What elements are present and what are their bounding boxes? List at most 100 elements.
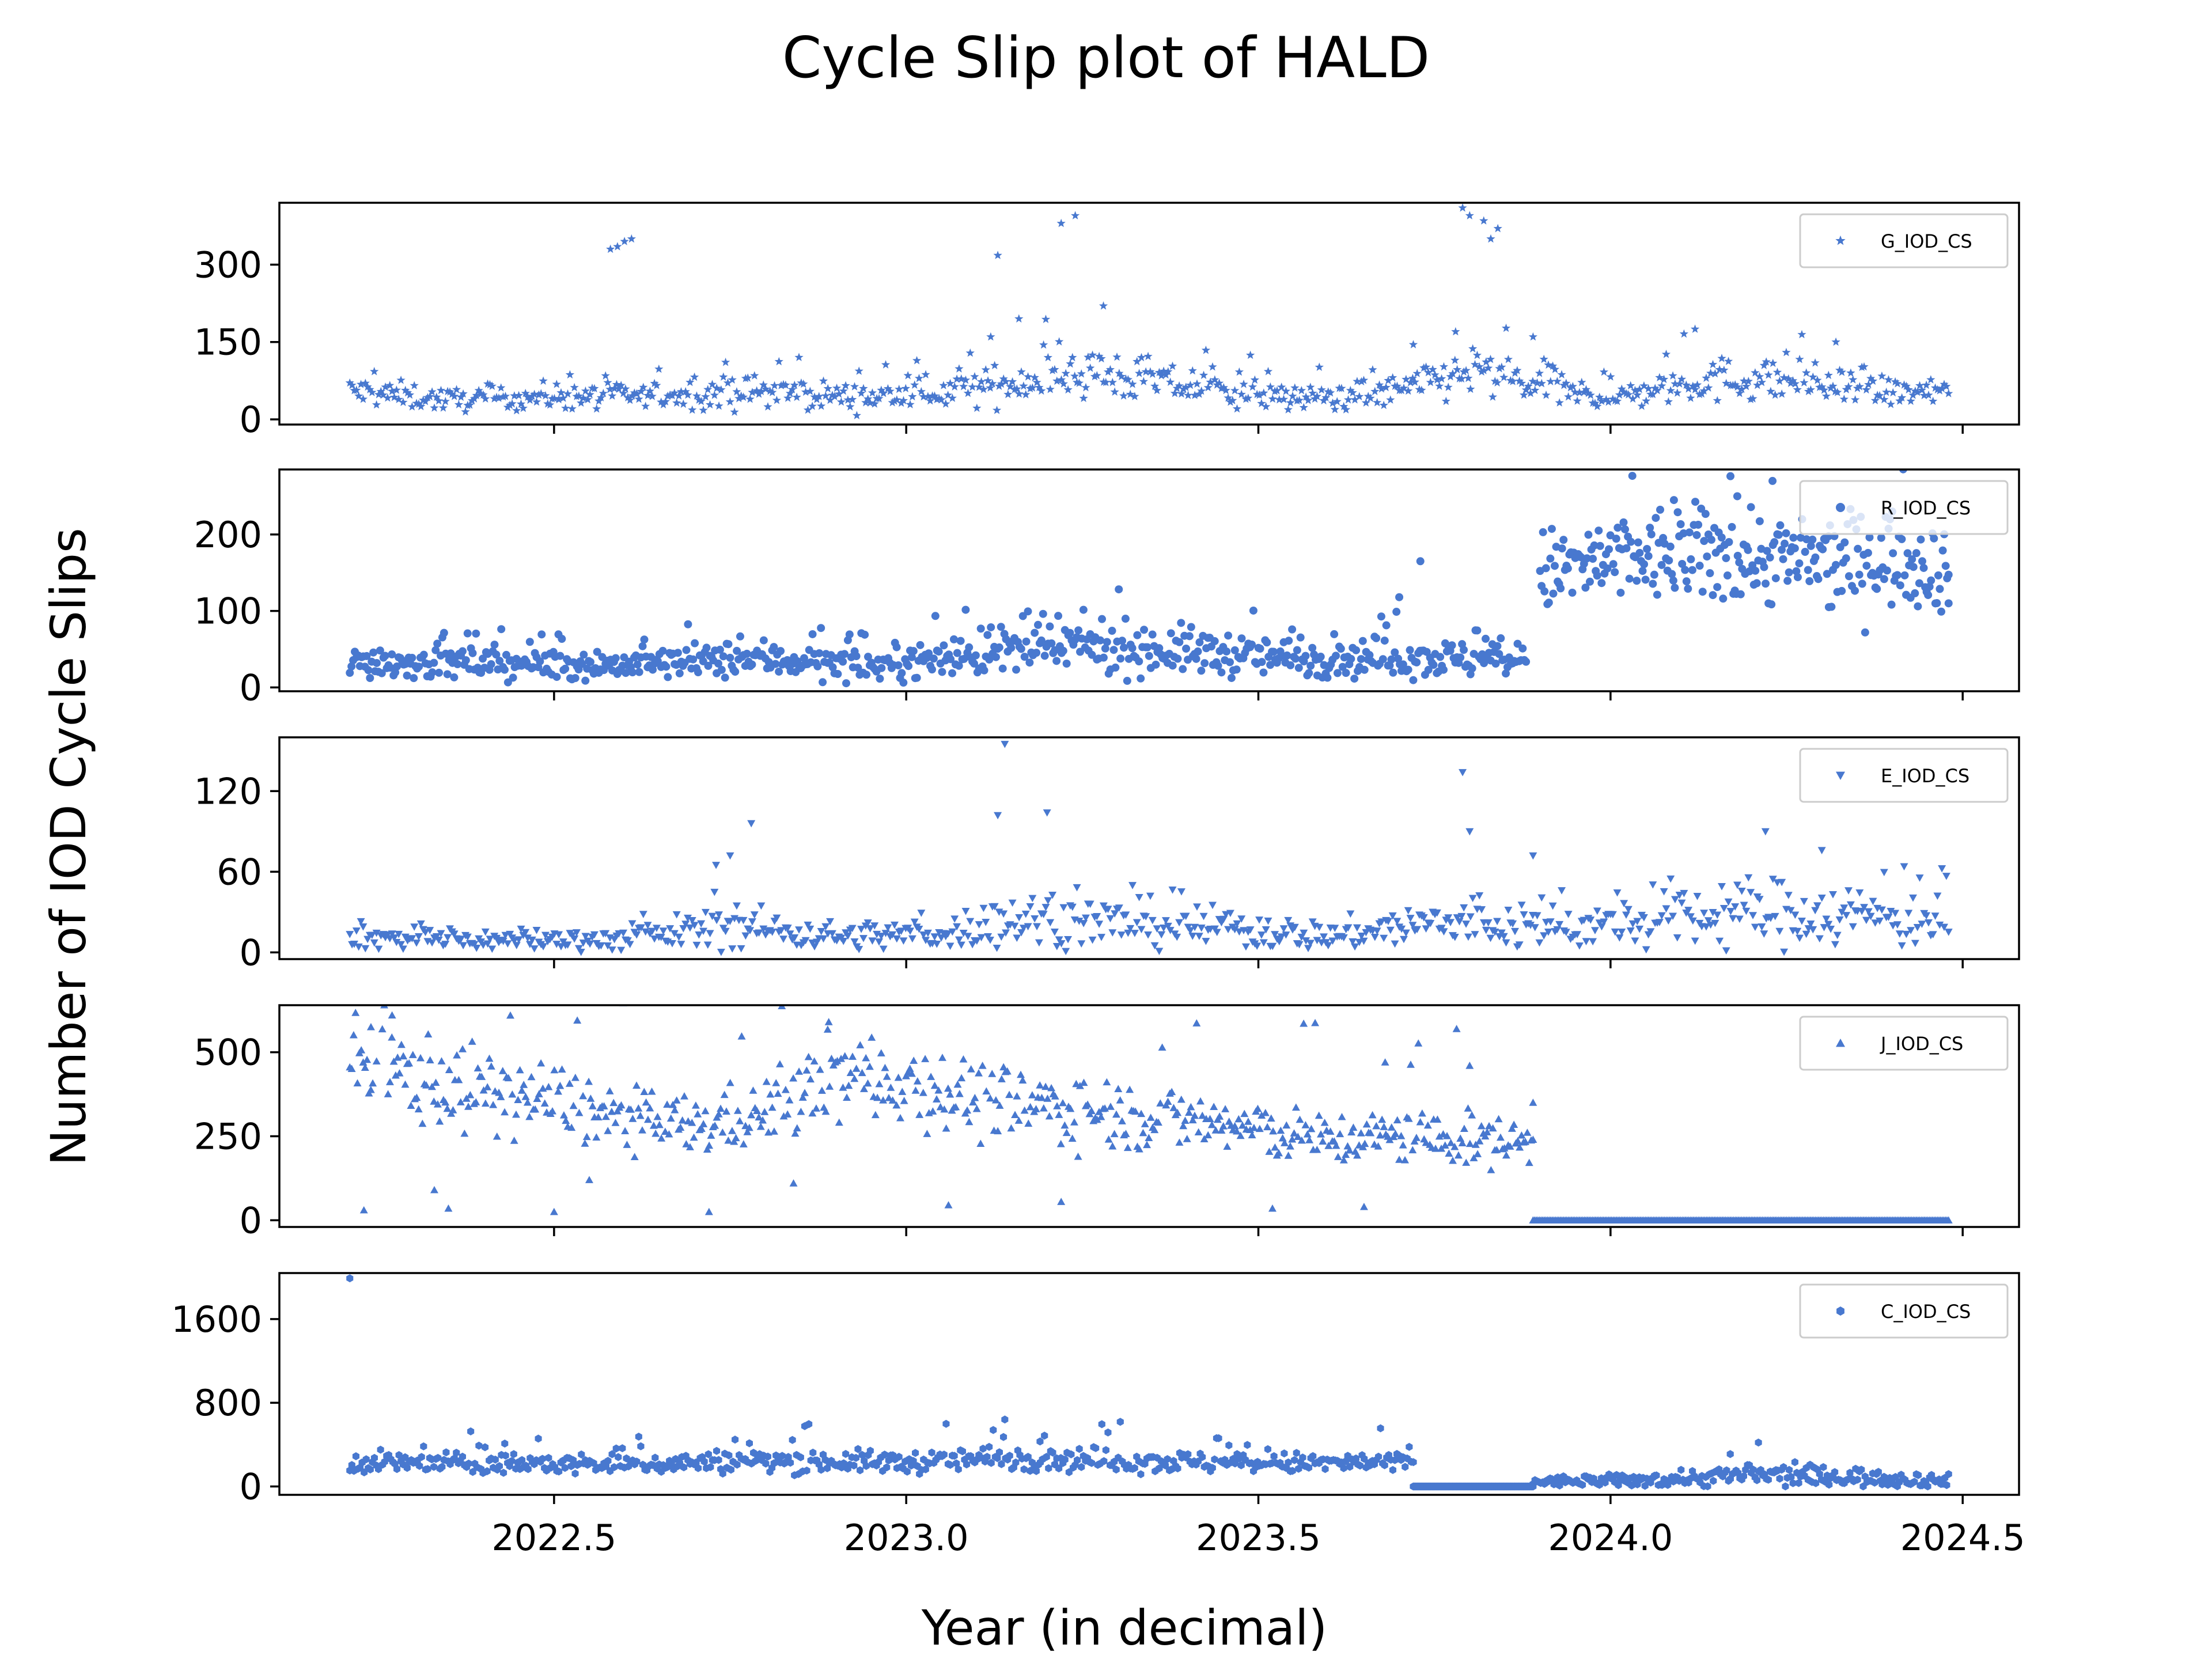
data-point: [1680, 889, 1688, 897]
data-point: [955, 1465, 962, 1474]
data-point: [623, 1141, 631, 1148]
data-point: [430, 1185, 438, 1194]
data-point: [1617, 384, 1626, 393]
data-point: [1295, 1464, 1302, 1473]
data-point: [739, 1140, 748, 1147]
data-point: [1927, 576, 1936, 585]
data-point: [1620, 900, 1628, 907]
data-point: [1466, 913, 1475, 921]
data-point: [1833, 388, 1842, 396]
data-point: [1533, 912, 1541, 920]
data-point: [804, 921, 812, 929]
data-point: [1889, 549, 1897, 558]
data-point: [499, 938, 507, 945]
data-point: [1733, 551, 1742, 560]
data-point: [1075, 918, 1084, 925]
data-point: [748, 918, 756, 926]
data-point: [615, 1453, 622, 1461]
data-point: [1837, 368, 1847, 376]
data-point: [647, 392, 657, 400]
data-point: [574, 945, 583, 953]
data-point: [517, 925, 525, 933]
data-point: [550, 1207, 558, 1215]
data-point: [823, 1025, 832, 1033]
data-point: [1772, 368, 1782, 376]
y-axis-label: Number of IOD Cycle Slips: [40, 528, 97, 1165]
data-point: [539, 1455, 546, 1463]
data-point: [1715, 937, 1724, 945]
data-point: [1537, 378, 1546, 388]
data-point: [440, 628, 448, 637]
data-point: [1518, 644, 1527, 653]
data-point: [922, 1465, 929, 1474]
data-point: [1192, 654, 1200, 663]
data-point: [817, 1086, 826, 1094]
data-point: [1815, 935, 1824, 943]
data-point: [501, 665, 509, 674]
data-point: [835, 1118, 843, 1126]
data-point: [1397, 925, 1406, 933]
data-point: [395, 1069, 404, 1077]
data-point: [1589, 555, 1597, 563]
data-point: [1510, 927, 1519, 935]
data-point: [1160, 924, 1168, 932]
data-point: [1908, 555, 1916, 563]
data-point: [1061, 1455, 1069, 1464]
data-point: [1103, 367, 1113, 376]
data-point: [423, 393, 432, 402]
data-point: [810, 1057, 819, 1065]
data-point: [652, 1453, 659, 1462]
data-point: [1408, 1146, 1417, 1154]
data-point: [354, 943, 363, 951]
data-point: [1237, 389, 1246, 399]
data-point: [792, 392, 801, 402]
data-point: [1306, 382, 1315, 391]
data-point: [407, 402, 416, 411]
data-point: [1876, 917, 1884, 925]
data-point: [1291, 1456, 1298, 1464]
data-point: [789, 1074, 798, 1082]
data-point: [1357, 1129, 1365, 1137]
data-point: [1041, 1431, 1048, 1440]
data-point: [1748, 394, 1758, 403]
data-point: [1800, 378, 1809, 387]
data-point: [1308, 918, 1317, 926]
data-point: [575, 1108, 584, 1116]
data-point: [1549, 589, 1558, 598]
data-point: [936, 1103, 945, 1111]
data-point: [865, 1062, 874, 1070]
data-point: [668, 940, 676, 948]
data-point: [879, 945, 888, 953]
data-point: [972, 937, 981, 945]
data-point: [914, 373, 924, 382]
data-point: [785, 1096, 794, 1104]
data-point: [934, 393, 944, 403]
data-point: [1045, 1112, 1054, 1120]
data-point: [347, 662, 356, 671]
data-point: [874, 938, 883, 946]
data-point: [628, 1115, 637, 1122]
data-point: [1457, 374, 1466, 383]
data-point: [494, 393, 503, 402]
data-point: [1421, 362, 1431, 371]
data-point: [690, 372, 699, 381]
data-point: [982, 919, 990, 926]
data-point: [430, 403, 439, 412]
data-point: [611, 654, 620, 662]
data-point: [641, 402, 650, 410]
data-point: [940, 1105, 949, 1113]
data-point: [768, 1103, 777, 1111]
data-point: [1938, 865, 1946, 873]
data-point: [1729, 915, 1737, 923]
data-point: [1922, 380, 1931, 389]
data-point: [1688, 917, 1697, 925]
data-point: [1112, 352, 1122, 361]
data-point: [783, 1110, 792, 1118]
data-point: [491, 1455, 499, 1464]
data-point: [1887, 908, 1895, 915]
data-point: [827, 1054, 836, 1062]
data-point: [1001, 377, 1010, 385]
data-point: [944, 391, 953, 399]
data-point: [1281, 387, 1291, 395]
data-point: [1563, 564, 1572, 573]
